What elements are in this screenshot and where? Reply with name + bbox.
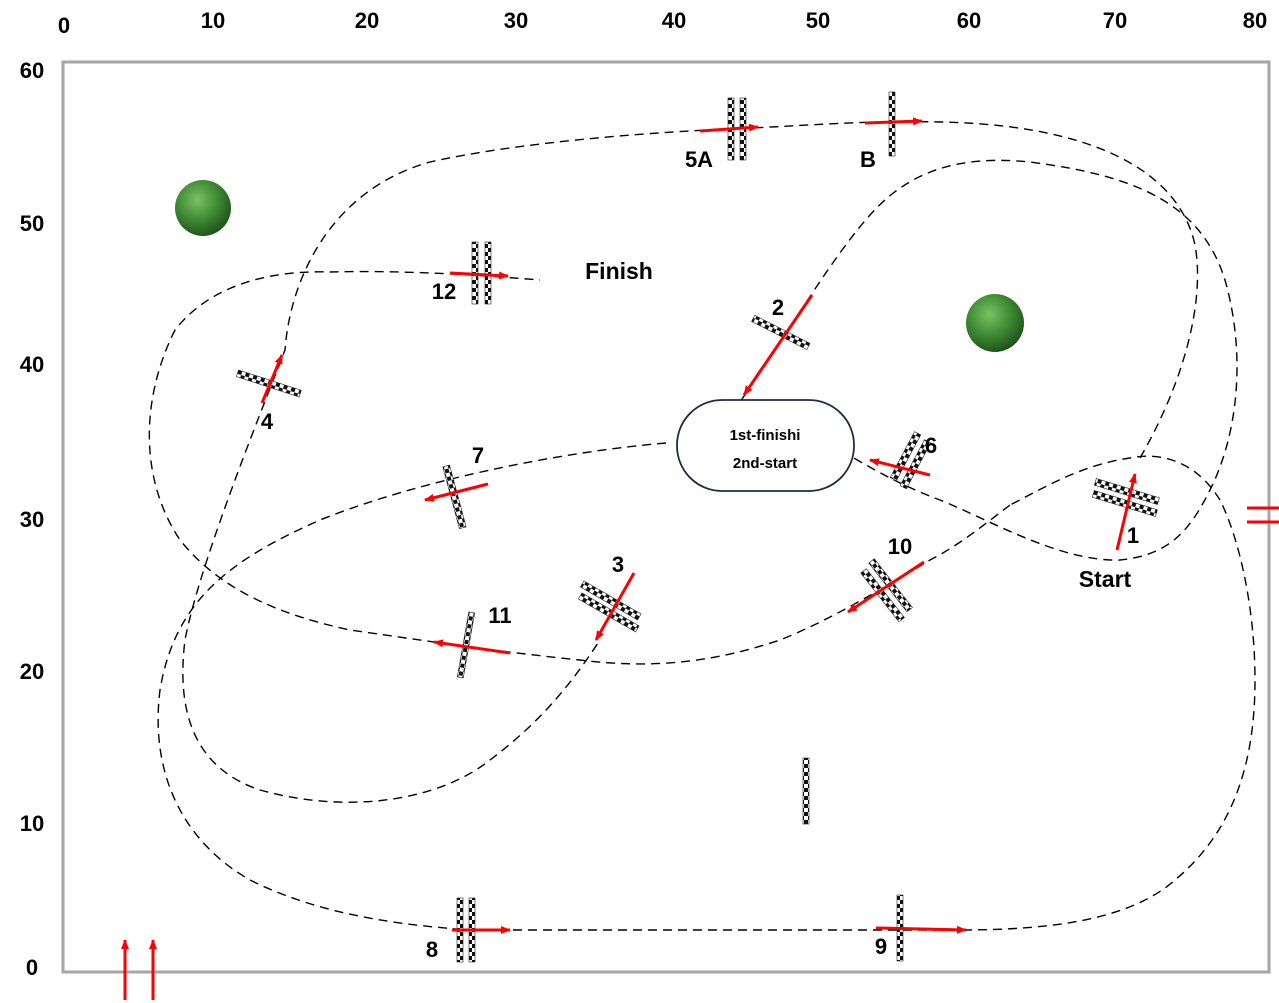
y-label-60: 60 [20, 58, 44, 83]
center-box: 1st-finishi 2nd-start [676, 399, 855, 492]
arrow-11 [433, 639, 511, 655]
fence-1-rail-b [1091, 490, 1158, 517]
fence-label-5a: 5A [685, 147, 713, 172]
route-figure-eight [739, 159, 1238, 561]
arrow-12 [449, 271, 509, 280]
arrow-9 [875, 925, 967, 934]
fence-label-4: 4 [261, 409, 274, 434]
x-axis-labels: 0 10 20 30 40 50 60 70 80 [58, 8, 1267, 38]
center-box-line1: 1st-finishi [730, 427, 801, 444]
arrow-3 [594, 572, 636, 641]
y-label-30: 30 [20, 507, 44, 532]
fence-3-rail-a [580, 580, 642, 621]
fence-label-3: 3 [612, 552, 624, 577]
unnumbered-rail [802, 757, 810, 825]
x-label-80: 80 [1243, 8, 1267, 33]
fence-10-rail-b [860, 568, 905, 623]
finish-label: Finish [585, 258, 653, 284]
arrow-10 [847, 560, 925, 614]
x-label-0: 0 [58, 13, 70, 38]
y-label-0: 0 [26, 955, 38, 980]
fence-12-rail-b [484, 241, 492, 305]
fence-2-rail [751, 314, 811, 351]
x-label-40: 40 [662, 8, 686, 33]
x-label-30: 30 [504, 8, 528, 33]
arrow-b [864, 117, 923, 126]
fence-3-rail-b [578, 592, 640, 633]
fence-6-rail-b [899, 439, 932, 490]
fence-label-6: 6 [925, 433, 937, 458]
course-route [148, 120, 1256, 931]
route-lower-loop [148, 270, 1011, 665]
fence-label-10: 10 [888, 534, 912, 559]
arrow-2 [742, 294, 814, 396]
fence-label-12: 12 [432, 279, 456, 304]
arrow-5a [699, 123, 759, 133]
arrow-4 [260, 354, 284, 404]
center-box-line2: 2nd-start [733, 455, 797, 472]
y-label-50: 50 [20, 211, 44, 236]
fence-b-rail [888, 91, 896, 157]
arrow-7 [424, 482, 489, 502]
arrow-6 [869, 458, 931, 477]
y-label-10: 10 [20, 811, 44, 836]
fence-label-b: B [860, 147, 876, 172]
arena-border [61, 60, 1271, 974]
y-label-20: 20 [20, 659, 44, 684]
fence-11-rail [456, 611, 476, 679]
fence-label-8: 8 [426, 937, 438, 962]
fence-7-rail [442, 464, 467, 530]
x-label-20: 20 [355, 8, 379, 33]
y-axis-labels: 0 10 20 30 40 50 60 [20, 58, 44, 980]
fence-1-rail-a [1093, 478, 1160, 505]
route-middle-loop [157, 442, 1256, 931]
entrance-arrow-icon [121, 939, 157, 1000]
fence-label-9: 9 [875, 934, 887, 959]
fence-label-7: 7 [472, 443, 484, 468]
arrow-1 [1115, 473, 1137, 551]
x-label-50: 50 [806, 8, 830, 33]
exit-gate-icon [1247, 506, 1279, 524]
fence-label-1: 1 [1127, 523, 1139, 548]
fence-labels: 1 2 3 4 5A B 6 7 8 9 10 11 12 [261, 147, 1139, 962]
x-label-10: 10 [201, 8, 225, 33]
y-label-40: 40 [20, 352, 44, 377]
route-top-loop [182, 120, 1199, 803]
fence-6-rail-a [889, 431, 922, 482]
tree-icon [175, 180, 1024, 352]
x-label-70: 70 [1103, 8, 1127, 33]
fence-label-11: 11 [488, 603, 511, 628]
fence-label-2: 2 [772, 295, 784, 320]
direction-arrows [260, 117, 1137, 934]
fence-bars [236, 91, 1160, 963]
x-label-60: 60 [957, 8, 981, 33]
start-label: Start [1079, 566, 1132, 592]
